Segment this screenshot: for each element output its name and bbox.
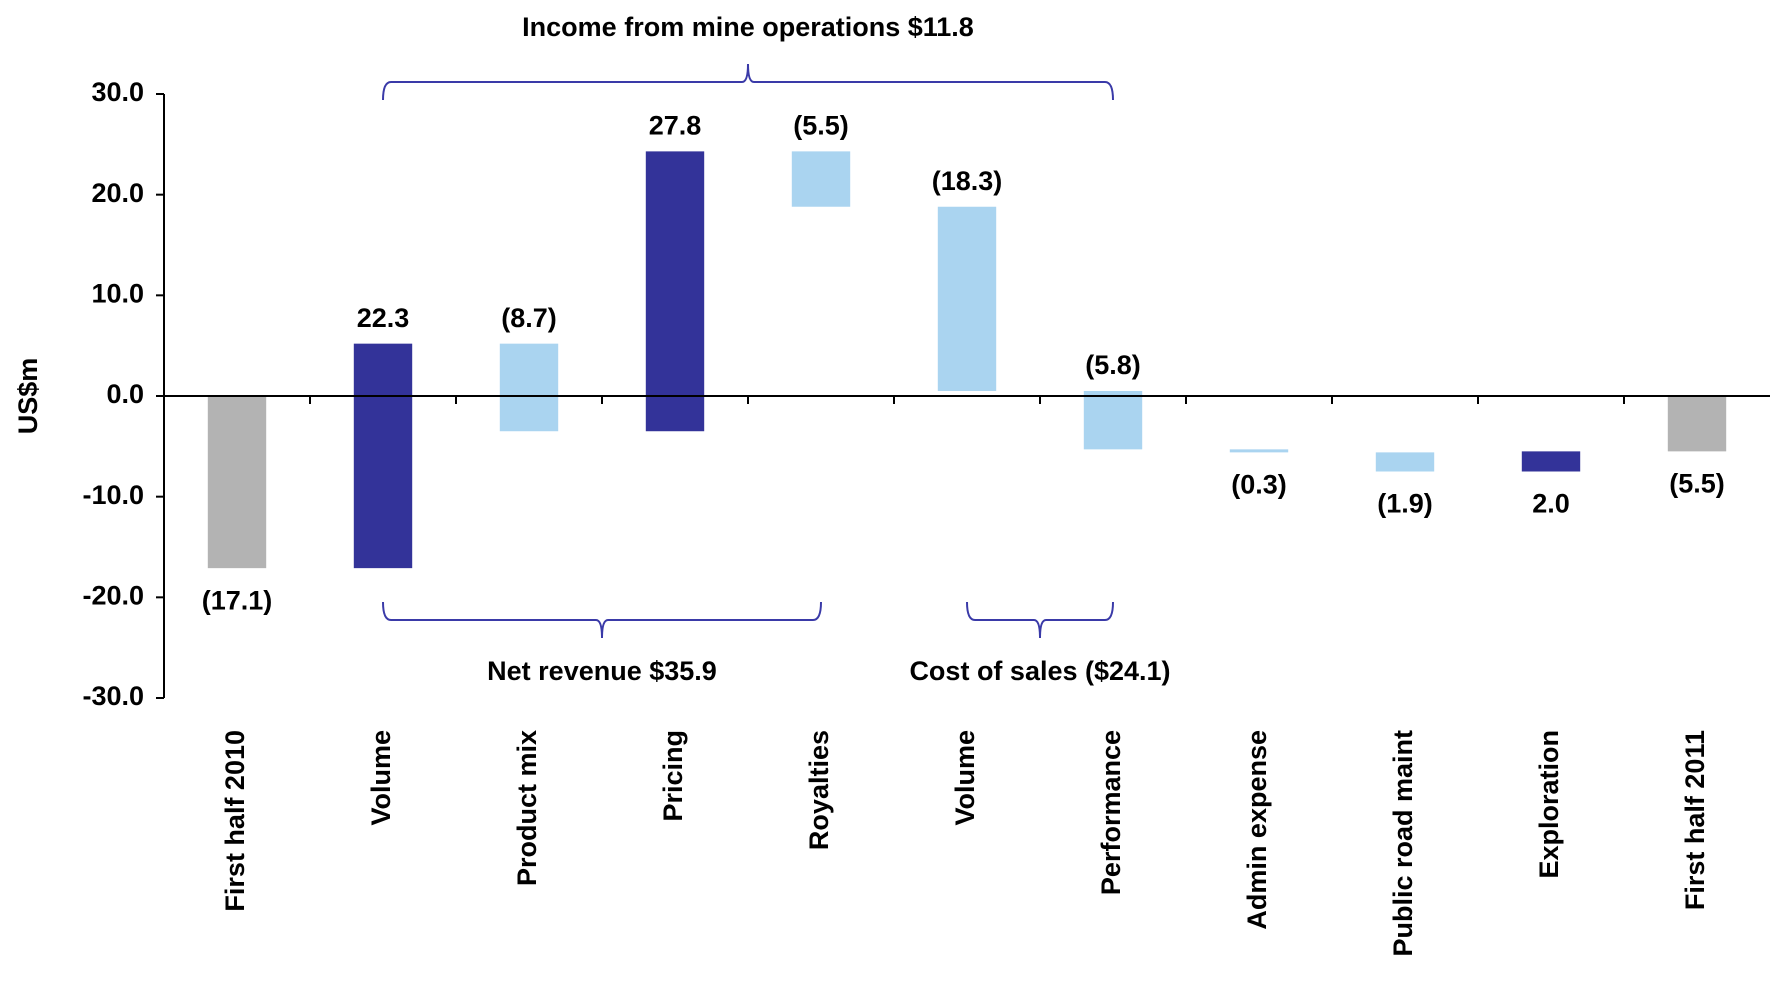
y-tick-label: 0.0: [106, 379, 144, 409]
bar: [207, 396, 267, 569]
y-tick-label: -10.0: [82, 480, 144, 510]
x-tick-label: Admin expense: [1242, 730, 1272, 930]
x-tick-label: Volume: [950, 730, 980, 826]
bar: [1375, 452, 1435, 472]
bar: [1229, 449, 1289, 453]
data-label: (18.3): [932, 166, 1003, 196]
y-tick-label: -30.0: [82, 681, 144, 711]
annotation: Cost of sales ($24.1): [909, 656, 1170, 686]
y-tick-label: 10.0: [91, 278, 144, 308]
data-label: (5.5): [1669, 468, 1725, 498]
x-tick-label: First half 2011: [1680, 730, 1710, 910]
bar: [937, 206, 997, 391]
data-label: (5.8): [1085, 350, 1141, 380]
y-axis-label: US$m: [13, 358, 43, 435]
bar: [645, 151, 705, 432]
data-label: 22.3: [357, 303, 410, 333]
y-tick-label: 30.0: [91, 77, 144, 107]
bracket: [966, 601, 1114, 639]
x-tick-label: Product mix: [512, 730, 542, 886]
bracket: [382, 601, 822, 639]
data-label: (5.5): [793, 111, 849, 141]
bar: [499, 343, 559, 432]
bar: [791, 151, 851, 207]
data-label: 2.0: [1532, 489, 1570, 519]
y-tick-label: 20.0: [91, 178, 144, 208]
data-label: (1.9): [1377, 489, 1433, 519]
annotation: Income from mine operations $11.8: [522, 12, 974, 42]
x-tick-label: Volume: [366, 730, 396, 826]
bar: [1521, 451, 1581, 472]
y-tick-label: -20.0: [82, 580, 144, 610]
bar: [1667, 396, 1727, 452]
annotation: Net revenue $35.9: [487, 656, 717, 686]
bar: [1083, 390, 1143, 450]
data-label: 27.8: [649, 111, 702, 141]
data-label: (17.1): [202, 585, 273, 615]
x-tick-label: Exploration: [1534, 730, 1564, 879]
x-tick-label: Royalties: [804, 730, 834, 850]
x-tick-label: First half 2010: [220, 730, 250, 912]
bracket: [382, 63, 1114, 101]
x-tick-label: Pricing: [658, 730, 688, 822]
x-tick-label: Public road maint: [1388, 730, 1418, 957]
data-label: (8.7): [501, 303, 557, 333]
bar: [353, 343, 413, 569]
x-tick-label: Performance: [1096, 730, 1126, 895]
data-label: (0.3): [1231, 469, 1287, 499]
